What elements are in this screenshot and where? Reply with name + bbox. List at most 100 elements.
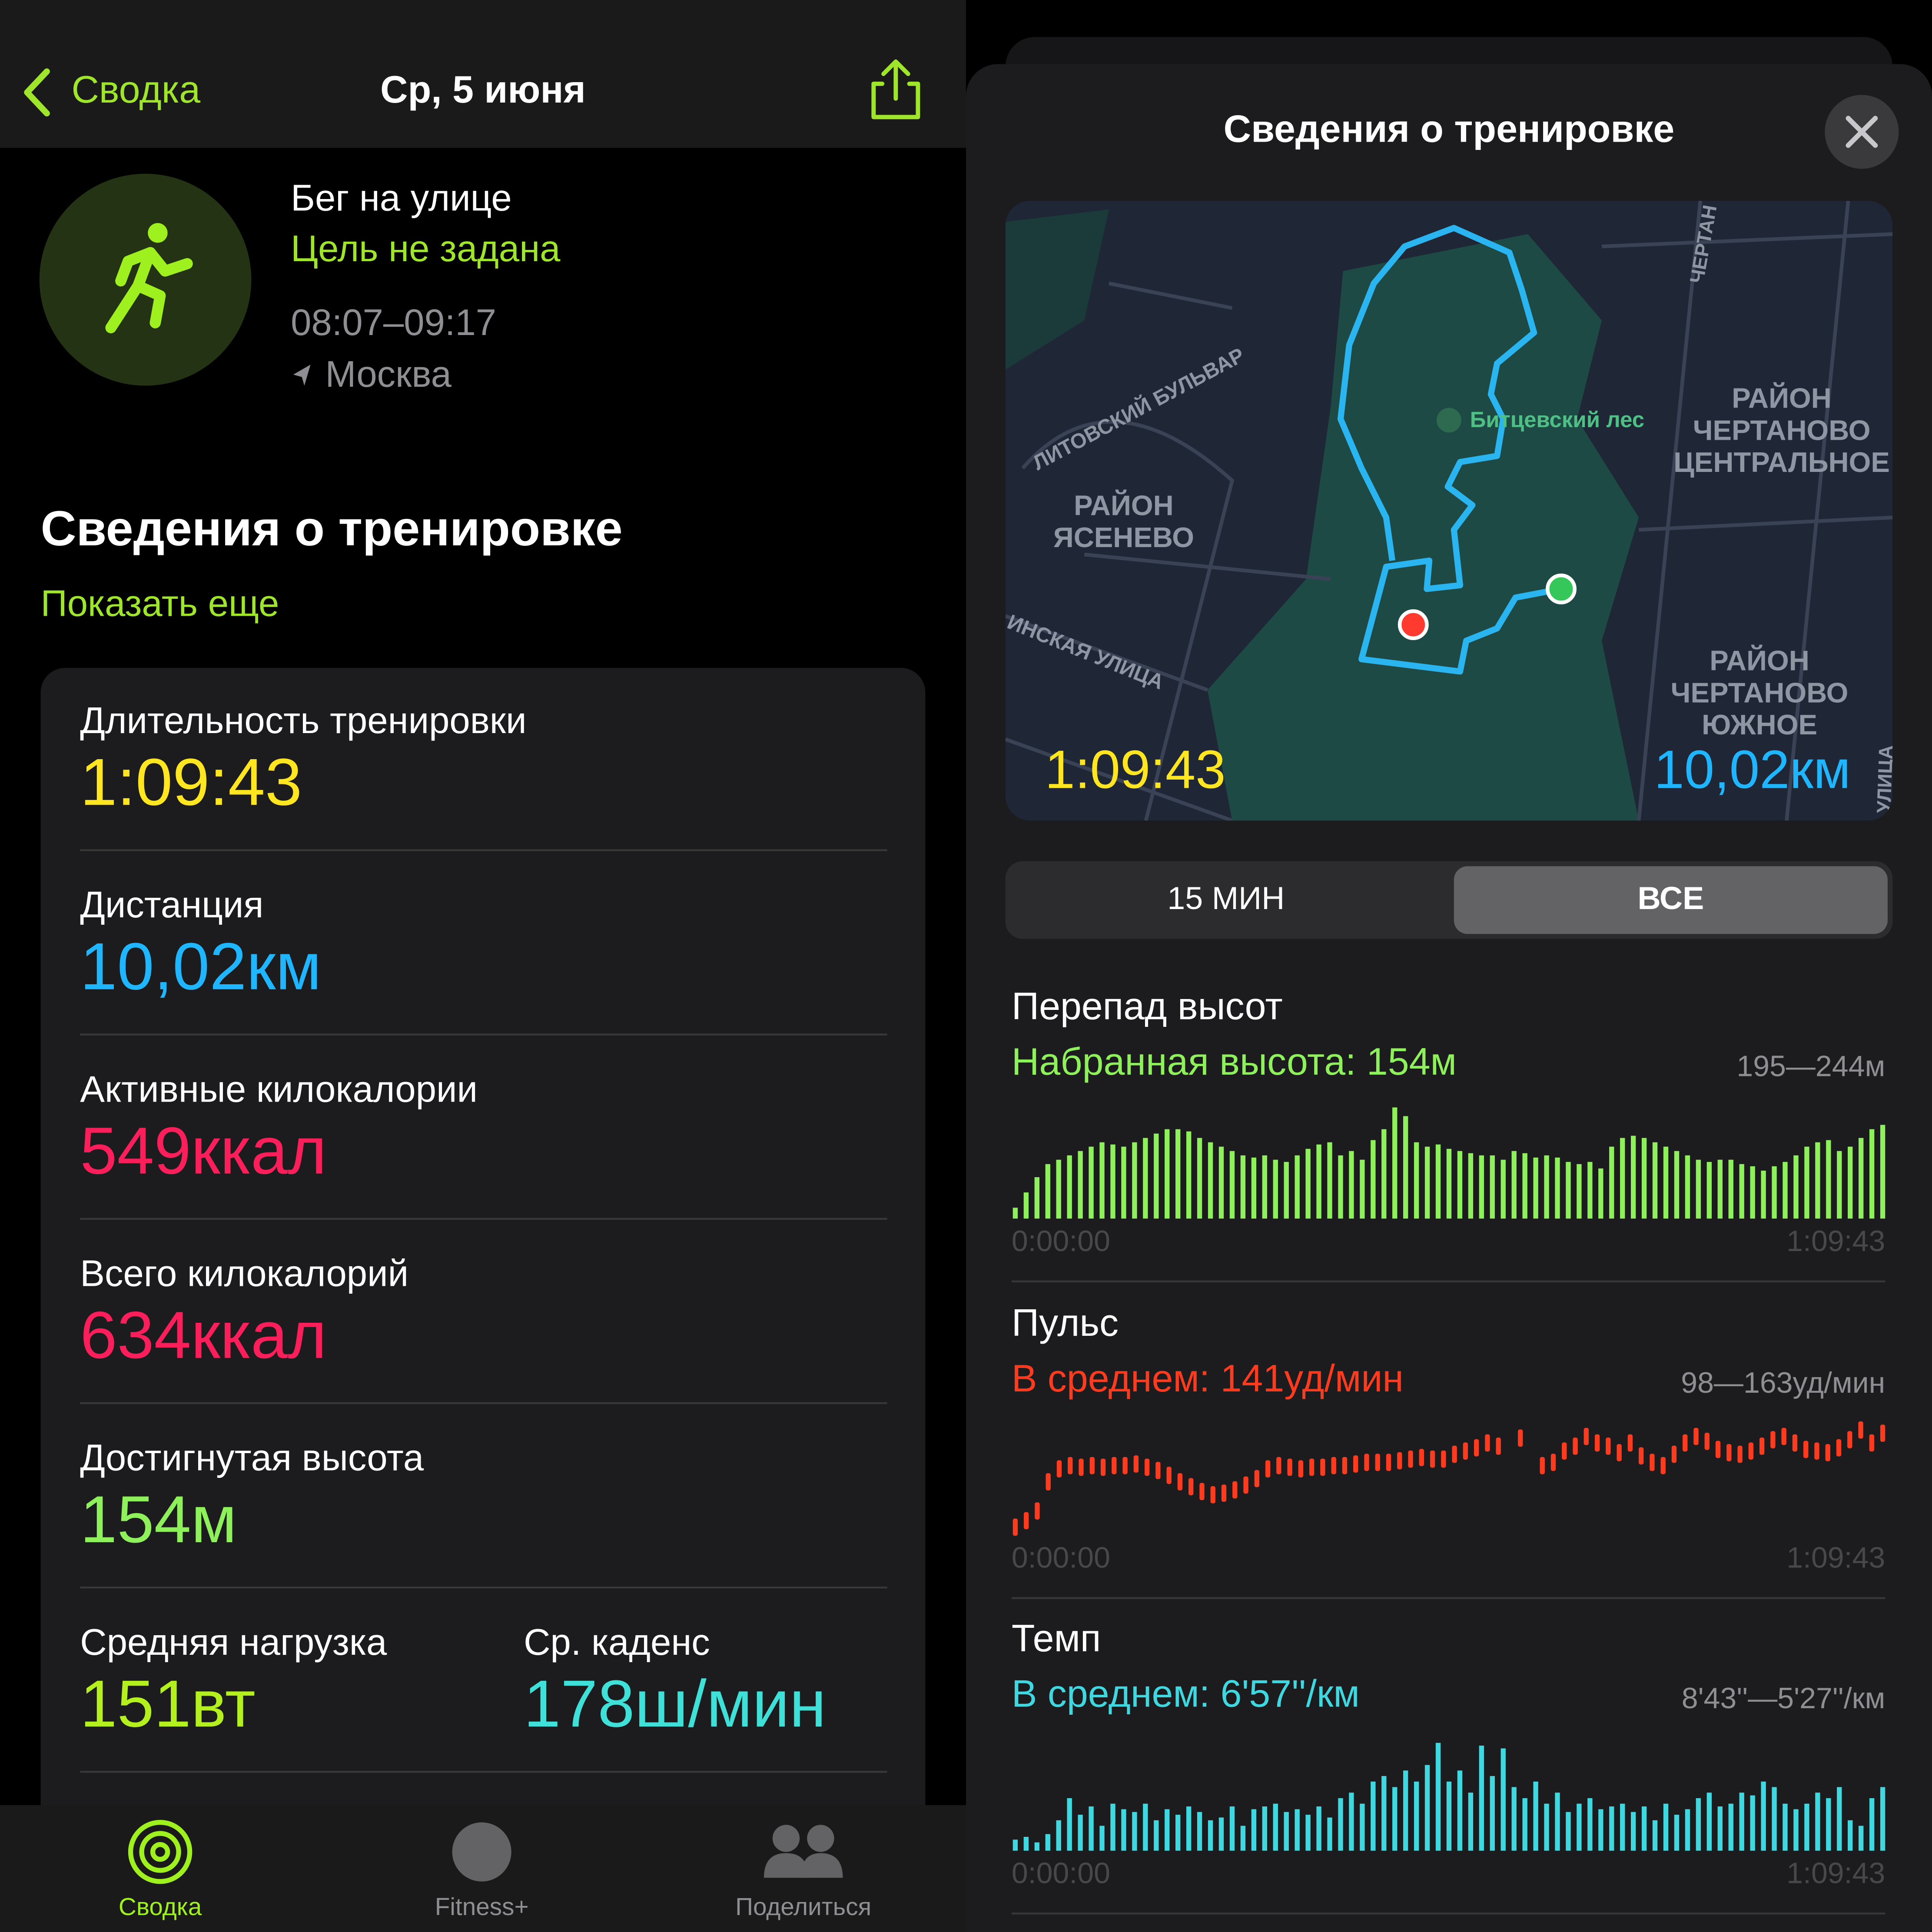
metric-value: 1:09:43 (80, 745, 302, 819)
bar (1522, 1153, 1527, 1219)
back-button[interactable]: Сводка (71, 68, 200, 111)
bar (1338, 1155, 1343, 1219)
bar (1663, 1146, 1669, 1219)
bar (1566, 1162, 1571, 1219)
tab-icon-fitness[interactable] (452, 1822, 511, 1882)
bar (1360, 1159, 1365, 1219)
district-label: ЦЕНТРАЛЬНОЕ (1673, 446, 1890, 478)
bar (1652, 1142, 1658, 1219)
bar (1793, 1155, 1799, 1219)
sheet-title: Сведения о тренировке (1224, 107, 1675, 150)
tick (1671, 1445, 1677, 1463)
axis-label: 1:09:43 (1786, 1225, 1885, 1258)
map-duration: 1:09:43 (1045, 740, 1225, 800)
tick (1112, 1457, 1117, 1474)
bar (1424, 1765, 1430, 1851)
map[interactable]: Битцевский лес ЛИТОВСКИЙ БУЛЬВАР ИНСКАЯ … (1004, 201, 1897, 821)
workout-location: Москва (325, 354, 452, 395)
bar (1045, 1164, 1050, 1219)
tab-icon-share[interactable] (764, 1825, 843, 1878)
bar (1056, 1820, 1061, 1851)
bar (1500, 1748, 1506, 1851)
nav-bar (0, 0, 966, 148)
bar (1696, 1159, 1701, 1219)
tick (1386, 1454, 1391, 1471)
tab-label[interactable]: Поделиться (735, 1893, 871, 1921)
tick (1221, 1484, 1227, 1502)
tick (1748, 1442, 1754, 1460)
bar (1533, 1781, 1538, 1851)
tick (1188, 1478, 1194, 1496)
bar (1208, 1820, 1213, 1851)
bar (1262, 1806, 1267, 1851)
metric-value: 634ккал (80, 1298, 326, 1372)
bar (1533, 1157, 1538, 1219)
bar (1706, 1162, 1712, 1219)
tick (1133, 1455, 1139, 1473)
segment[interactable]: 15 МИН (1167, 880, 1285, 916)
tick (1452, 1445, 1457, 1463)
district-label: ЧЕРТАНОВО (1693, 414, 1871, 446)
metric-value: 178ш/мин (524, 1666, 826, 1741)
bar (1295, 1155, 1300, 1219)
segment[interactable]: ВСЕ (1637, 880, 1704, 916)
runner-icon (105, 223, 193, 333)
bar (1414, 1781, 1419, 1851)
bar (1099, 1142, 1105, 1219)
section-title: Сведения о тренировке (41, 501, 623, 556)
bar (1154, 1820, 1159, 1851)
tab-label[interactable]: Fitness+ (435, 1893, 529, 1921)
workout-time: 08:07–09:17 (291, 302, 496, 343)
chart-title: Пульс (1012, 1301, 1119, 1344)
bar (1012, 1839, 1018, 1851)
tick (1518, 1429, 1523, 1447)
tick (1068, 1457, 1073, 1474)
bar (1555, 1157, 1560, 1219)
bar (1110, 1803, 1115, 1851)
tick (1639, 1447, 1644, 1465)
bar (1815, 1142, 1820, 1219)
tab-icon-summary[interactable] (128, 1819, 193, 1884)
route-end (1398, 609, 1429, 641)
bar (1089, 1806, 1094, 1851)
bar (1826, 1798, 1831, 1851)
metric-value: 151вт (80, 1666, 256, 1741)
axis-label: 0:00:00 (1012, 1225, 1110, 1258)
show-more[interactable]: Показать еще (41, 583, 279, 624)
bar (1208, 1142, 1213, 1219)
bar (1078, 1151, 1083, 1219)
bar (1284, 1812, 1289, 1851)
tick (1419, 1449, 1424, 1466)
share-button[interactable] (871, 59, 920, 120)
back-chevron[interactable] (24, 68, 50, 116)
tick (1100, 1458, 1106, 1476)
tick (1594, 1434, 1600, 1452)
bar (1631, 1135, 1636, 1219)
district-label: ЯСЕНЕВО (1053, 521, 1194, 553)
bar (1837, 1151, 1842, 1219)
bar (1218, 1817, 1224, 1851)
tick (1056, 1460, 1062, 1478)
metric-label: Достигнутая высота (80, 1437, 424, 1479)
bar (1685, 1809, 1690, 1851)
bar (1587, 1162, 1593, 1219)
tick (1144, 1458, 1150, 1476)
bar (1761, 1781, 1766, 1851)
bar (1717, 1159, 1723, 1219)
bar (1251, 1809, 1257, 1851)
bar (1783, 1803, 1788, 1851)
segment-selected[interactable] (1454, 866, 1888, 934)
bar (1023, 1192, 1029, 1219)
tick (1792, 1434, 1798, 1452)
tick (1869, 1434, 1874, 1452)
tab-label[interactable]: Сводка (119, 1893, 202, 1921)
chart-summary: В среднем: 6'57''/км (1012, 1672, 1360, 1715)
bar (1197, 1138, 1202, 1219)
tick (1825, 1444, 1830, 1461)
tick (1079, 1458, 1084, 1476)
bar (1446, 1781, 1452, 1851)
bar (1804, 1803, 1809, 1851)
forest (1207, 234, 1639, 821)
tick (1759, 1437, 1765, 1455)
